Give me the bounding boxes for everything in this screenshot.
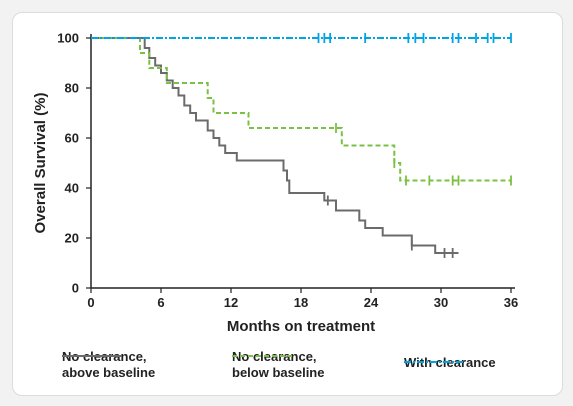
y-tick-label: 60 [65,131,79,146]
y-tick-label: 40 [65,181,79,196]
x-tick-label: 36 [504,295,518,310]
y-tick-label: 100 [57,31,79,46]
x-tick-label: 30 [434,295,448,310]
y-tick-label: 0 [72,281,79,296]
series-line-below-baseline [91,37,511,182]
y-tick-label: 20 [65,231,79,246]
x-tick-label: 24 [364,295,379,310]
chart-card [12,12,563,396]
x-tick-label: 0 [87,295,94,310]
x-tick-label: 18 [294,295,308,310]
x-axis-label: Months on treatment [227,318,375,335]
x-tick-label: 6 [157,295,164,310]
x-tick-label: 12 [224,295,238,310]
series-line-above-baseline [91,37,459,254]
y-tick-label: 80 [65,81,79,96]
y-axis-label: Overall Survival (%) [32,93,49,234]
